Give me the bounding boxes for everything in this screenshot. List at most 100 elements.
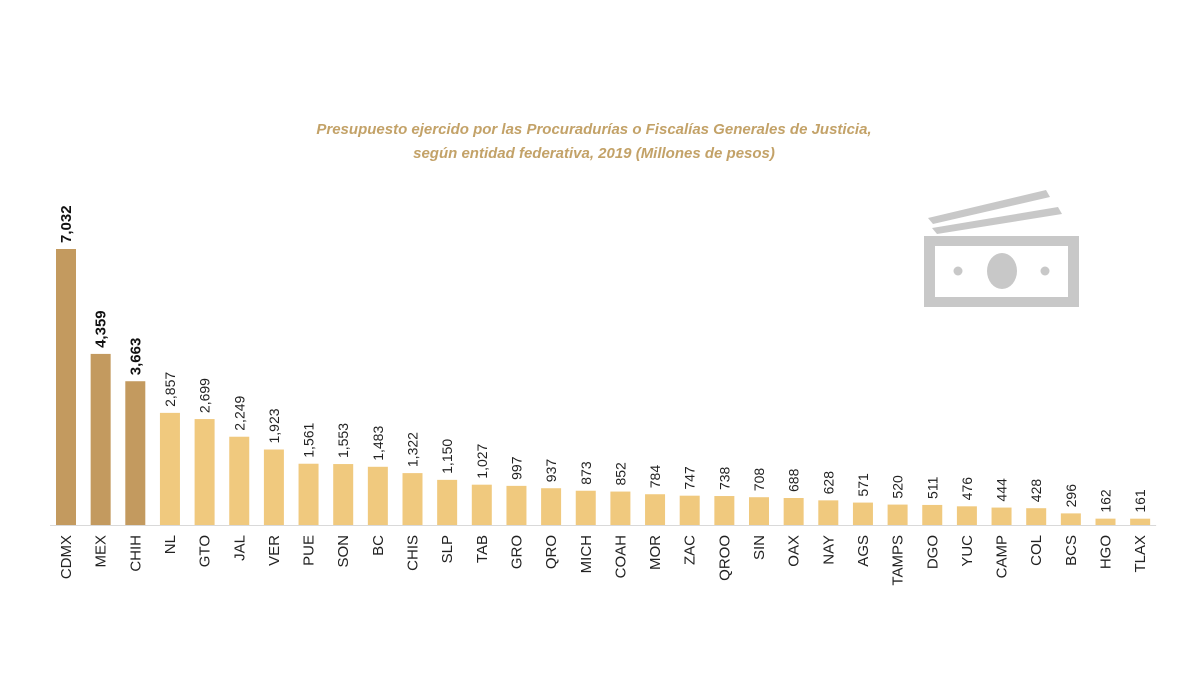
bar-yuc bbox=[956, 506, 977, 525]
value-label-yuc: 476 bbox=[959, 477, 975, 501]
category-labels-group: CDMX MEX CHIH NL GTO JAL VER PUE SON BC CHIS SLP TAB… bbox=[58, 535, 1149, 586]
category-label-gro: GRO bbox=[508, 535, 525, 569]
category-label-mex: MEX bbox=[93, 535, 110, 568]
money-bill-icon bbox=[924, 190, 1079, 307]
bar-sin bbox=[749, 497, 769, 525]
category-label-tab: TAB bbox=[474, 535, 491, 563]
category-label-gto: GTO bbox=[197, 535, 214, 567]
category-label-col: COL bbox=[1028, 535, 1045, 566]
value-label-ags: 571 bbox=[855, 473, 871, 497]
bar-gro bbox=[506, 485, 527, 525]
bar-hgo bbox=[1095, 518, 1116, 525]
bar-qroo bbox=[714, 496, 735, 525]
category-label-mich: MICH bbox=[578, 535, 595, 573]
value-label-tamps: 520 bbox=[890, 475, 906, 499]
category-label-yuc: YUC bbox=[959, 535, 976, 567]
bar-pue bbox=[298, 463, 319, 525]
value-label-coah: 852 bbox=[612, 462, 628, 486]
category-label-qro: QRO bbox=[543, 535, 560, 569]
value-labels-group: 7,032 4,359 3,663 2,857 2,699 2,249 1,923 1,561… bbox=[58, 205, 1148, 512]
category-label-chis: CHIS bbox=[405, 535, 422, 571]
category-label-nay: NAY bbox=[820, 535, 837, 565]
bar-qro bbox=[541, 488, 562, 525]
bar-zac bbox=[679, 495, 700, 525]
bar-camp bbox=[991, 507, 1012, 525]
bar-bc bbox=[367, 466, 388, 525]
bar-cdmx bbox=[56, 249, 76, 525]
value-label-dgo: 511 bbox=[924, 476, 940, 499]
bar-nl bbox=[159, 412, 180, 525]
category-label-oax: OAX bbox=[786, 535, 803, 567]
value-label-son: 1,553 bbox=[335, 423, 351, 458]
value-label-gro: 997 bbox=[508, 456, 524, 480]
category-label-bc: BC bbox=[370, 535, 387, 556]
category-label-son: SON bbox=[335, 535, 352, 568]
category-label-ver: VER bbox=[266, 535, 283, 566]
category-label-chih: CHIH bbox=[127, 535, 144, 572]
bar-chis bbox=[402, 473, 423, 525]
value-label-tab: 1,027 bbox=[474, 443, 490, 478]
value-label-ver: 1,923 bbox=[266, 408, 282, 443]
value-label-pue: 1,561 bbox=[301, 422, 317, 457]
category-label-pue: PUE bbox=[301, 535, 318, 566]
category-label-sin: SIN bbox=[751, 535, 768, 560]
value-label-nl: 2,857 bbox=[162, 372, 178, 407]
category-label-qroo: QROO bbox=[716, 535, 733, 581]
category-label-jal: JAL bbox=[231, 535, 248, 561]
bar-tlax bbox=[1130, 518, 1151, 525]
bar-ags bbox=[852, 502, 873, 525]
bar-mich bbox=[575, 490, 596, 525]
chart-title-line-2: según entidad federativa, 2019 (Millones… bbox=[413, 145, 775, 162]
category-label-hgo: HGO bbox=[1098, 535, 1115, 569]
category-label-camp: CAMP bbox=[994, 535, 1011, 578]
bar-ver bbox=[263, 449, 284, 525]
bar-slp bbox=[437, 479, 458, 525]
bar-mex bbox=[90, 353, 111, 525]
category-label-dgo: DGO bbox=[924, 535, 941, 569]
bar-dgo bbox=[922, 504, 943, 525]
category-label-bcs: BCS bbox=[1063, 535, 1080, 566]
category-label-nl: NL bbox=[162, 535, 179, 554]
bar-jal bbox=[229, 436, 250, 525]
bar-tab bbox=[471, 484, 492, 525]
value-label-sin: 708 bbox=[751, 468, 767, 492]
value-label-gto: 2,699 bbox=[197, 378, 213, 413]
category-label-zac: ZAC bbox=[682, 535, 699, 565]
bar-tamps bbox=[887, 504, 908, 525]
value-label-tlax: 161 bbox=[1132, 489, 1148, 513]
value-label-bc: 1,483 bbox=[370, 426, 386, 461]
category-label-ags: AGS bbox=[855, 535, 872, 567]
category-label-coah: COAH bbox=[612, 535, 629, 578]
value-label-qroo: 738 bbox=[716, 466, 732, 490]
value-label-cdmx: 7,032 bbox=[58, 205, 75, 243]
category-label-mor: MOR bbox=[647, 535, 664, 570]
value-label-zac: 747 bbox=[682, 466, 698, 490]
value-label-mex: 4,359 bbox=[93, 310, 110, 348]
bars-group bbox=[56, 249, 1151, 525]
category-label-cdmx: CDMX bbox=[58, 535, 75, 579]
bar-son bbox=[333, 464, 354, 525]
value-label-camp: 444 bbox=[994, 478, 1010, 502]
category-label-slp: SLP bbox=[439, 535, 456, 563]
value-label-col: 428 bbox=[1028, 479, 1044, 503]
value-label-nay: 628 bbox=[820, 471, 836, 495]
value-label-mich: 873 bbox=[578, 461, 594, 485]
bar-gto bbox=[194, 419, 215, 525]
bar-nay bbox=[818, 500, 839, 525]
bar-col bbox=[1026, 508, 1047, 525]
category-label-tlax: TLAX bbox=[1132, 535, 1149, 573]
value-label-qro: 937 bbox=[543, 459, 559, 483]
bar-coah bbox=[610, 491, 631, 525]
value-label-bcs: 296 bbox=[1063, 484, 1079, 508]
bar-mor bbox=[645, 494, 666, 525]
value-label-oax: 688 bbox=[786, 468, 802, 492]
value-label-jal: 2,249 bbox=[231, 395, 247, 430]
bar-chih bbox=[125, 381, 146, 525]
value-label-slp: 1,150 bbox=[439, 439, 455, 474]
chart-title-line-1: Presupuesto ejercido por las Procuradurí… bbox=[316, 121, 872, 138]
value-label-mor: 784 bbox=[647, 465, 663, 489]
value-label-hgo: 162 bbox=[1098, 489, 1114, 513]
category-label-tamps: TAMPS bbox=[890, 535, 907, 586]
